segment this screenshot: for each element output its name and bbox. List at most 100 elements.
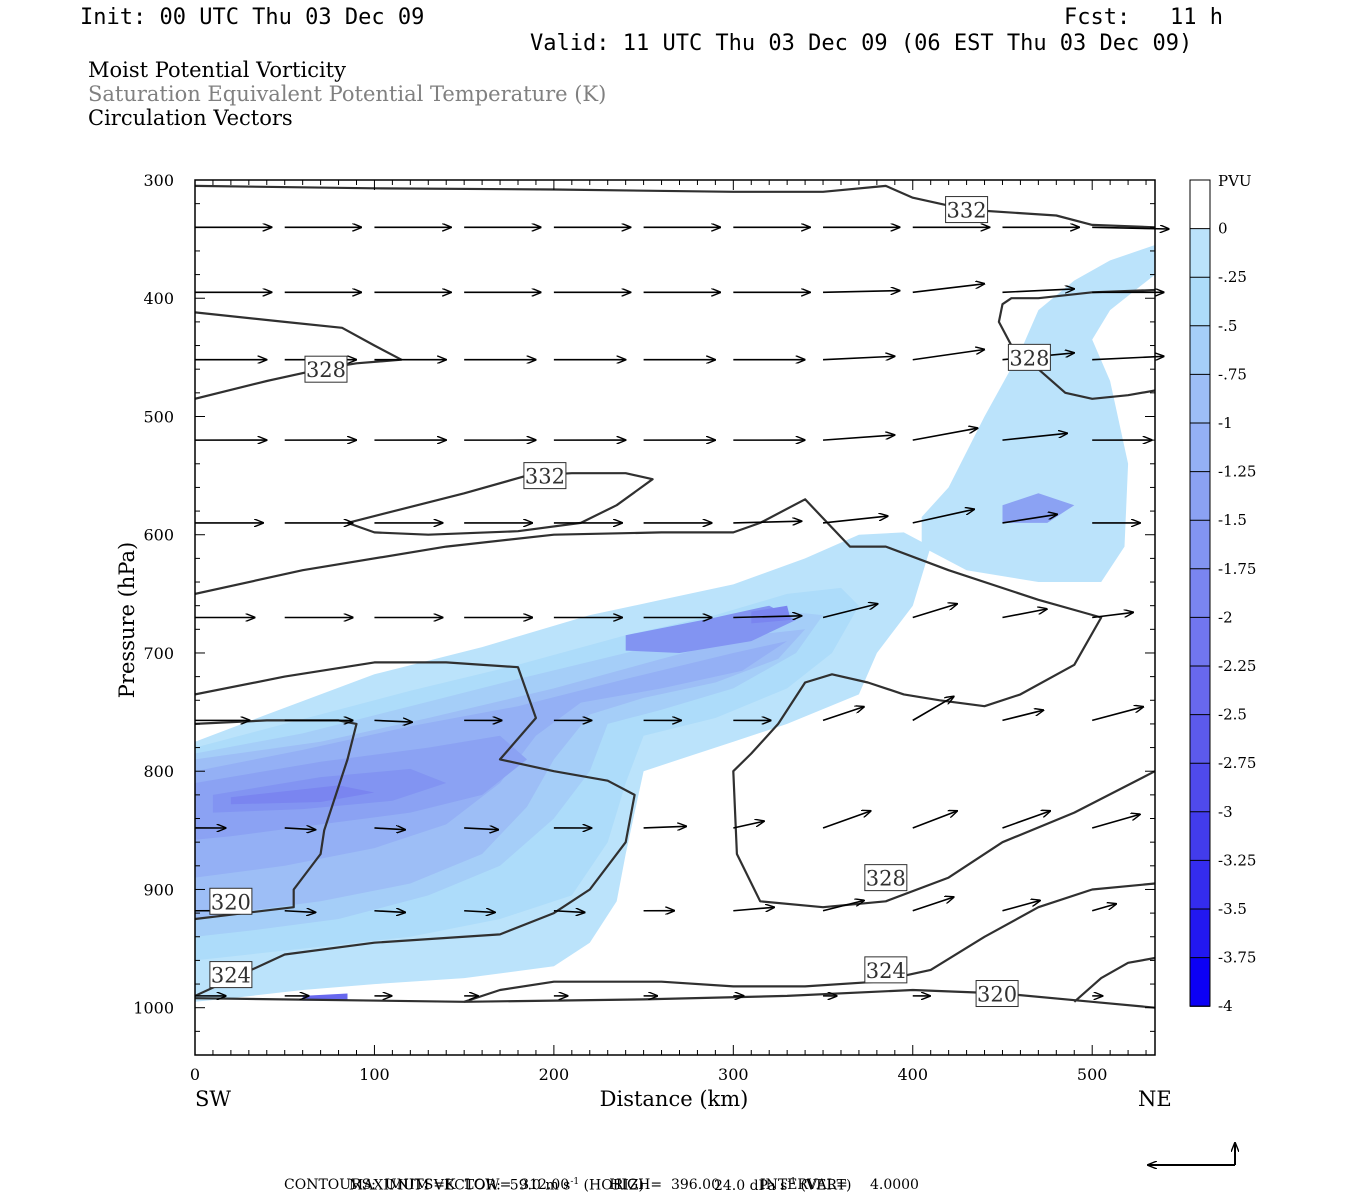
contour-label-5: 320 xyxy=(211,890,251,914)
colorbar-label: 0 xyxy=(1218,220,1228,238)
colorbar-label: -.5 xyxy=(1218,317,1237,335)
pv-region-11 xyxy=(751,605,791,624)
colorbar-unit: PVU xyxy=(1218,172,1252,190)
colorbar-swatch-16 xyxy=(1190,957,1210,1007)
contours-info: CONTOURS: UNITS=K LOW= 312.00 HIGH= 396.… xyxy=(284,1177,919,1193)
colorbar-swatch-14 xyxy=(1190,860,1210,910)
contour-label-box-7 xyxy=(864,956,908,984)
circulation-vector-5-9 xyxy=(1002,609,1046,619)
circulation-vector-8-4 xyxy=(553,911,585,913)
contour-label-8: 320 xyxy=(977,983,1017,1007)
contour-label-box-6 xyxy=(209,961,253,989)
contour-label-7: 324 xyxy=(866,959,906,983)
circulation-vector-7-10 xyxy=(1091,814,1140,829)
colorbar-label: -1.25 xyxy=(1218,463,1256,481)
contour-label-0: 332 xyxy=(947,199,987,223)
colorbar-label: -.75 xyxy=(1218,365,1247,383)
theta-contour-3 xyxy=(997,288,1155,400)
y-tick-label: 400 xyxy=(143,289,174,308)
contour-label-box-1 xyxy=(523,462,567,490)
colorbar-label: -4 xyxy=(1218,997,1233,1015)
colorbar-swatch-2 xyxy=(1190,277,1210,327)
field-label-mpv: Moist Potential Vorticity xyxy=(88,58,346,82)
x-tick-label: 100 xyxy=(359,1065,390,1084)
endpoint-ne: NE xyxy=(1138,1087,1172,1111)
colorbar-swatch-15 xyxy=(1190,909,1210,959)
contour-label-box-4 xyxy=(864,864,908,892)
colorbar-swatch-5 xyxy=(1190,423,1210,473)
circulation-vector-7-9 xyxy=(1002,811,1050,829)
circulation-vector-8-1 xyxy=(284,911,316,913)
forecast-hour: Fcst: 11 h xyxy=(1064,5,1223,30)
colorbar-swatch-4 xyxy=(1190,374,1210,424)
circulation-vector-7-2 xyxy=(374,828,405,830)
contour-label-1: 332 xyxy=(525,465,565,489)
x-axis-title: Distance (km) xyxy=(600,1087,749,1111)
colorbar-label: -3 xyxy=(1218,803,1233,821)
colorbar-swatch-1 xyxy=(1190,228,1210,278)
plot-frame xyxy=(194,179,1156,1056)
circulation-vector-3-9 xyxy=(1002,433,1067,441)
colorbar-label: -2.75 xyxy=(1218,754,1256,772)
y-tick-label: 700 xyxy=(143,644,174,663)
circulation-vector-5-10 xyxy=(1092,612,1133,619)
colorbar-label: -3.75 xyxy=(1218,949,1256,967)
circulation-vector-7-6 xyxy=(733,821,764,829)
x-tick-label: 400 xyxy=(897,1065,928,1084)
colorbar-swatch-6 xyxy=(1190,471,1210,521)
circulation-vector-8-3 xyxy=(464,911,495,913)
circulation-vector-0-10 xyxy=(1092,227,1169,229)
theta-contour-0 xyxy=(195,184,1155,229)
endpoint-sw: SW xyxy=(195,1087,231,1111)
y-tick-label: 1000 xyxy=(133,999,174,1018)
colorbar-label: -1 xyxy=(1218,414,1233,432)
circulation-vector-5-8 xyxy=(912,604,957,619)
circulation-vector-4-7 xyxy=(822,516,888,524)
colorbar-label: -2.5 xyxy=(1218,706,1247,724)
circulation-vector-1-9 xyxy=(1002,289,1073,292)
max-vector-horiz-value: MAXIMUM VECTOR: 59.0 m s xyxy=(348,1177,571,1194)
x-tick-label: 300 xyxy=(718,1065,749,1084)
max-vector-vert-label: (VERT) xyxy=(796,1177,852,1194)
colorbar-swatch-10 xyxy=(1190,666,1210,716)
circulation-vector-6-10 xyxy=(1091,707,1143,722)
y-axis-title: Pressure (hPa) xyxy=(115,542,139,698)
circulation-vector-5-7 xyxy=(822,604,877,619)
circulation-vector-7-1 xyxy=(284,828,316,830)
circulation-vector-8-10 xyxy=(1091,904,1116,912)
colorbar-swatch-9 xyxy=(1190,617,1210,667)
colorbar-label: -3.5 xyxy=(1218,900,1247,918)
max-vector-horiz-label: (HORIZ) xyxy=(579,1177,644,1194)
circulation-vector-2-8 xyxy=(912,350,984,361)
circulation-vector-5-6 xyxy=(733,616,801,618)
circulation-vector-6-7 xyxy=(822,707,864,722)
y-tick-label: 300 xyxy=(143,171,174,190)
y-tick-label: 800 xyxy=(143,762,174,781)
circulation-vector-8-9 xyxy=(1002,901,1039,912)
circulation-vector-4-9 xyxy=(1002,514,1056,524)
circulation-vector-2-10 xyxy=(1092,356,1163,359)
contour-label-3: 328 xyxy=(1009,346,1049,370)
colorbar-swatch-0 xyxy=(1190,180,1210,230)
circulation-vector-6-2 xyxy=(374,720,411,722)
colorbar-label: -3.25 xyxy=(1218,851,1256,869)
pv-region-1 xyxy=(921,245,1155,582)
circulation-vector-8-2 xyxy=(374,911,405,913)
theta-contour-1 xyxy=(347,472,654,536)
colorbar-swatch-8 xyxy=(1190,568,1210,618)
circulation-vector-8-7 xyxy=(822,901,864,912)
reference-vector-icon xyxy=(1148,1143,1235,1165)
max-vector-line: MAXIMUM VECTOR: 59.0 m s-1 (HORIZ) 24.0 d… xyxy=(340,1158,852,1194)
x-tick-label: 500 xyxy=(1077,1065,1108,1084)
colorbar-swatch-13 xyxy=(1190,811,1210,861)
y-tick-label: 600 xyxy=(143,526,174,545)
contour-label-2: 328 xyxy=(306,358,346,382)
max-vector-horiz-exponent: -1 xyxy=(570,1177,580,1187)
contour-label-box-8 xyxy=(975,980,1019,1008)
y-tick-label: 900 xyxy=(143,880,174,899)
x-tick-label: 0 xyxy=(190,1065,200,1084)
colorbar-label: -2 xyxy=(1218,608,1233,626)
circulation-vector-6-8 xyxy=(912,697,954,722)
contour-label-box-5 xyxy=(209,887,253,915)
